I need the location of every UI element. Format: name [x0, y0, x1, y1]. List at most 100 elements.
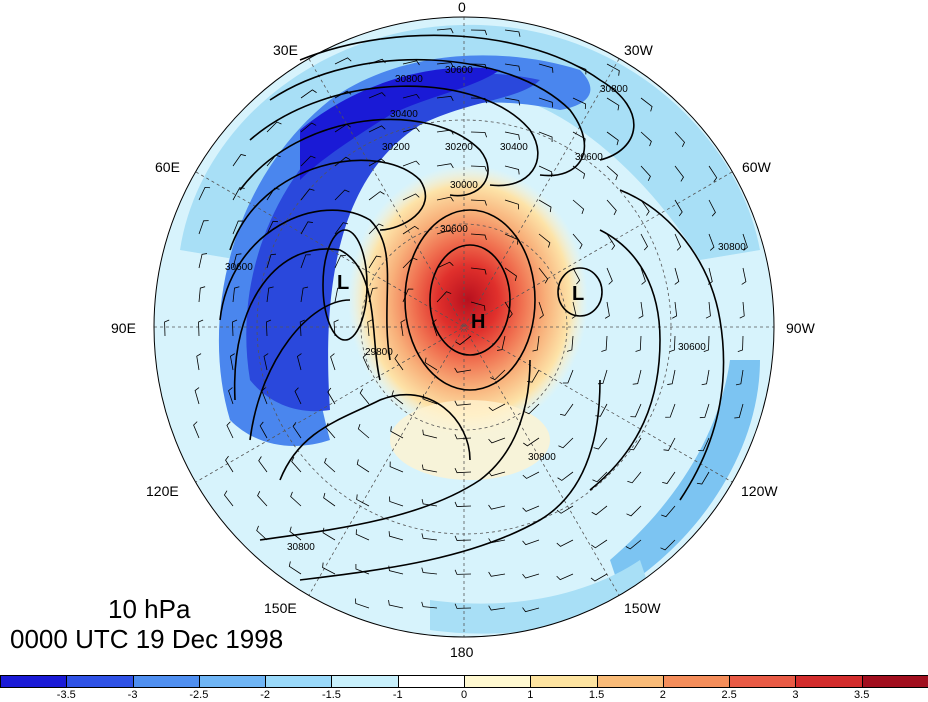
wind-barb — [232, 286, 240, 303]
wind-barb — [488, 571, 506, 577]
wind-barb — [562, 369, 574, 384]
wind-barb — [368, 158, 386, 167]
wind-barb — [362, 353, 370, 371]
colorbar-swatch — [464, 675, 532, 688]
wind-barb — [334, 286, 343, 303]
wind-barb — [289, 526, 302, 541]
wind-barb — [640, 233, 648, 251]
wind-barb — [470, 131, 488, 138]
wind-barb — [606, 131, 619, 146]
wind-barb — [388, 565, 404, 575]
contour-label: 30800 — [287, 542, 315, 553]
colorbar-tick-label: 1.5 — [588, 689, 605, 701]
colorbar-swatch — [132, 675, 200, 688]
wind-barb — [470, 63, 488, 70]
wind-barb — [699, 403, 710, 419]
colorbar-swatch — [795, 675, 863, 688]
wind-barb — [640, 97, 653, 112]
colorbar-tick-label: -3.5 — [56, 689, 76, 701]
colorbar-tick-label: -1 — [392, 689, 403, 701]
wind-barb — [638, 301, 644, 319]
wind-barb — [300, 286, 309, 303]
wind-barb — [355, 529, 370, 541]
wind-barb — [263, 353, 269, 371]
wind-barb — [356, 494, 370, 507]
wind-barb — [591, 505, 608, 516]
wind-barb — [334, 90, 352, 99]
wind-barb — [198, 319, 204, 337]
colorbar-tick-label: 2 — [659, 689, 666, 701]
wind-barb — [436, 95, 454, 101]
wind-barb — [504, 131, 520, 140]
wind-barb — [300, 122, 317, 133]
lon-label-180: 180 — [450, 644, 474, 660]
wind-barb — [198, 253, 208, 269]
wind-barb — [400, 319, 406, 337]
wind-barb — [470, 29, 488, 36]
wind-barb — [198, 186, 211, 201]
wind-barb — [672, 301, 678, 319]
lon-label-60w: 60W — [742, 159, 772, 175]
wind-barb — [538, 165, 553, 177]
wind-barb — [390, 426, 404, 439]
wind-barb — [705, 301, 711, 319]
wind-barb — [432, 319, 438, 337]
wind-barb — [291, 456, 302, 473]
wind-barb — [367, 319, 373, 337]
wind-barb — [674, 165, 684, 182]
wind-barb — [504, 301, 513, 319]
wind-barb — [708, 199, 716, 217]
wind-barb — [259, 421, 268, 439]
wind-barb — [559, 403, 574, 416]
wind-barb — [266, 220, 278, 235]
wind-barb — [496, 335, 506, 351]
wind-barb — [590, 573, 608, 582]
wind-barb — [504, 233, 519, 245]
low-center-label-east: L — [337, 272, 349, 294]
wind-barb — [572, 199, 585, 214]
wind-barb — [294, 387, 302, 405]
longitude-labels: 0 180 30E 30W 60E 60W 90E 90W 120E 120W … — [111, 0, 816, 660]
lon-label-120e: 120E — [146, 483, 179, 499]
wind-barb — [488, 504, 506, 510]
colorbar-tick-label: -2.5 — [189, 689, 209, 701]
wind-barb — [490, 369, 506, 381]
wind-barb — [391, 390, 404, 405]
wind-barb — [402, 225, 420, 235]
wind-barb — [232, 187, 245, 201]
wind-barb — [334, 222, 349, 235]
wind-barb — [322, 527, 336, 541]
contour-label: 30800 — [528, 452, 556, 463]
wind-barb — [232, 154, 246, 167]
wind-barb — [266, 187, 280, 201]
wind-barb — [454, 569, 472, 575]
wind-barb — [368, 125, 386, 133]
wind-barb — [597, 369, 608, 385]
wind-barb — [193, 421, 200, 439]
contour-label: 30200 — [445, 142, 473, 153]
wind-barb — [256, 525, 268, 541]
colorbar-tick-label: -1.5 — [321, 689, 341, 701]
wind-barb — [532, 335, 540, 352]
wind-barb — [223, 490, 234, 507]
colorbar-swatch — [596, 675, 664, 688]
wind-barb — [522, 471, 540, 479]
wind-barb — [523, 437, 540, 447]
wind-barb — [322, 562, 336, 575]
graticule — [154, 17, 774, 637]
colorbar — [0, 675, 928, 689]
wind-barb — [368, 287, 378, 303]
wind-barb — [703, 335, 710, 353]
wind-barb — [632, 369, 642, 385]
wind-barb — [488, 471, 506, 477]
wind-barb — [389, 496, 404, 507]
wind-barb — [708, 233, 715, 251]
wind-barb — [388, 531, 404, 541]
wind-barb — [556, 573, 574, 581]
colorbar-swatch — [331, 675, 399, 688]
wind-barb — [660, 539, 676, 551]
colorbar-swatch — [729, 675, 797, 688]
wind-barb — [402, 160, 420, 167]
colorbar-tick-label: 1 — [527, 689, 534, 701]
wind-barb — [196, 353, 202, 371]
